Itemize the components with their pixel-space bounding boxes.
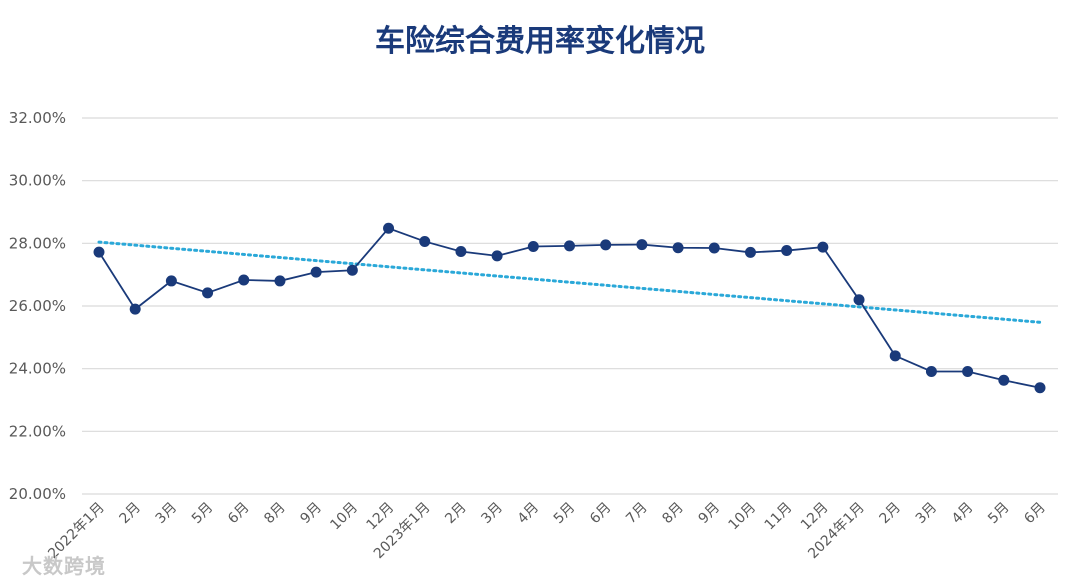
watermark-text: 大数跨境 bbox=[22, 554, 106, 578]
gridlines bbox=[82, 117, 1058, 495]
data-point bbox=[238, 274, 250, 286]
y-tick-label: 32.00% bbox=[9, 109, 66, 127]
x-tick-label: 11月 bbox=[762, 500, 796, 534]
x-tick-label: 6月 bbox=[587, 500, 615, 528]
x-tick-label: 9月 bbox=[696, 500, 724, 528]
data-point bbox=[527, 240, 539, 252]
y-tick-label: 28.00% bbox=[9, 234, 66, 252]
data-point bbox=[165, 275, 177, 287]
x-tick-label: 2月 bbox=[442, 500, 470, 528]
data-point bbox=[925, 365, 937, 377]
x-tick-label: 3月 bbox=[153, 500, 181, 528]
data-point bbox=[346, 264, 358, 276]
y-tick-label: 20.00% bbox=[9, 485, 66, 503]
data-point bbox=[491, 250, 503, 262]
data-point bbox=[781, 245, 793, 257]
data-point bbox=[419, 235, 431, 247]
y-tick-label: 30.00% bbox=[9, 172, 66, 190]
x-tick-label: 9月 bbox=[297, 500, 325, 528]
x-tick-label: 5月 bbox=[551, 500, 579, 528]
series-polyline bbox=[98, 227, 1041, 389]
data-point bbox=[672, 242, 684, 254]
x-tick-label: 6月 bbox=[1021, 500, 1049, 528]
data-point bbox=[962, 365, 974, 377]
x-tick-label: 2月 bbox=[116, 500, 144, 528]
data-point bbox=[274, 275, 286, 287]
data-point bbox=[310, 266, 322, 278]
data-point bbox=[636, 239, 648, 251]
data-point bbox=[744, 246, 756, 258]
x-tick-label: 10月 bbox=[725, 500, 759, 534]
x-tick-label: 6月 bbox=[225, 500, 253, 528]
x-tick-label: 7月 bbox=[623, 500, 651, 528]
data-point bbox=[564, 240, 575, 252]
x-tick-label: 3月 bbox=[478, 500, 506, 528]
chart-title: 车险综合费用率变化情况 bbox=[375, 24, 705, 59]
x-tick-label: 5月 bbox=[189, 500, 217, 528]
data-points bbox=[93, 222, 1046, 394]
x-tick-label: 2月 bbox=[877, 500, 905, 528]
trendline-line bbox=[97, 240, 1042, 324]
data-point bbox=[853, 294, 865, 306]
x-tick-label: 4月 bbox=[515, 500, 543, 528]
x-tick-label: 5月 bbox=[985, 500, 1013, 528]
data-point bbox=[455, 245, 467, 257]
x-tick-label: 4月 bbox=[949, 500, 977, 528]
x-tick-label: 8月 bbox=[659, 500, 687, 528]
data-point bbox=[202, 287, 214, 299]
data-point bbox=[383, 222, 395, 234]
x-tick-label: 3月 bbox=[913, 500, 941, 528]
x-tick-label: 10月 bbox=[327, 500, 361, 534]
data-point bbox=[998, 374, 1010, 386]
data-point bbox=[1034, 382, 1046, 394]
y-axis-ticks: 20.00% 22.00% 24.00% 26.00% 28.00% 30.00% 32.0… bbox=[9, 109, 66, 503]
data-point bbox=[93, 246, 105, 258]
trendline bbox=[97, 240, 1042, 324]
y-tick-label: 22.00% bbox=[9, 422, 66, 440]
data-point bbox=[889, 350, 901, 362]
x-tick-label: 8月 bbox=[261, 500, 289, 528]
y-tick-label: 26.00% bbox=[9, 297, 66, 315]
data-point bbox=[817, 241, 829, 253]
data-point bbox=[708, 242, 720, 254]
series-line bbox=[98, 227, 1041, 389]
data-point bbox=[129, 303, 141, 315]
data-point bbox=[600, 239, 612, 251]
y-tick-label: 24.00% bbox=[9, 360, 66, 378]
